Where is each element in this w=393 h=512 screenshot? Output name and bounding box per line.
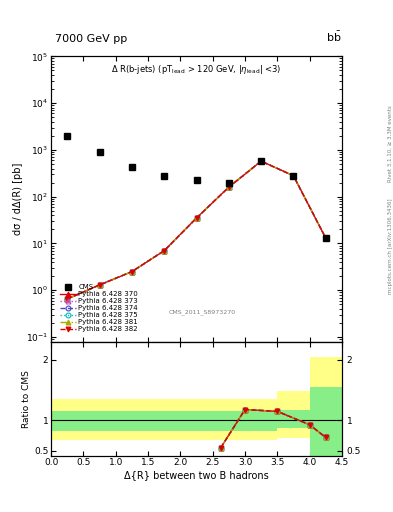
CMS: [226, 180, 231, 186]
Text: mcplots.cern.ch [arXiv:1306.3436]: mcplots.cern.ch [arXiv:1306.3436]: [388, 198, 393, 293]
Pythia 6.428 381: [194, 215, 199, 221]
Pythia 6.428 381: [323, 235, 328, 241]
Pythia 6.428 382: [97, 282, 102, 288]
CMS: [130, 164, 134, 170]
Line: Pythia 6.428 382: Pythia 6.428 382: [65, 159, 328, 302]
Pythia 6.428 375: [130, 269, 134, 275]
Y-axis label: dσ / dΔ(R) [pb]: dσ / dΔ(R) [pb]: [13, 163, 23, 235]
Pythia 6.428 382: [65, 296, 70, 302]
Pythia 6.428 381: [65, 296, 70, 302]
Y-axis label: Ratio to CMS: Ratio to CMS: [22, 370, 31, 428]
Legend: CMS, Pythia 6.428 370, Pythia 6.428 373, Pythia 6.428 374, Pythia 6.428 375, Pyt: CMS, Pythia 6.428 370, Pythia 6.428 373,…: [57, 282, 141, 335]
Text: b$\bar{\rm b}$: b$\bar{\rm b}$: [327, 29, 342, 44]
Pythia 6.428 375: [226, 184, 231, 190]
CMS: [194, 177, 199, 183]
Pythia 6.428 381: [226, 184, 231, 190]
Pythia 6.428 374: [162, 248, 167, 254]
Pythia 6.428 382: [259, 158, 263, 164]
Pythia 6.428 375: [291, 173, 296, 179]
Text: $\Delta$ R(b-jets) (pT$_\mathregular{lead}$ > 120 GeV, $|\eta_\mathregular{lead}: $\Delta$ R(b-jets) (pT$_\mathregular{lea…: [111, 63, 282, 76]
Pythia 6.428 370: [226, 184, 231, 190]
Pythia 6.428 381: [97, 282, 102, 288]
Pythia 6.428 374: [259, 158, 263, 164]
Pythia 6.428 370: [291, 173, 296, 179]
Pythia 6.428 374: [194, 215, 199, 221]
Text: CMS_2011_S8973270: CMS_2011_S8973270: [169, 309, 236, 315]
Text: Rivet 3.1.10, ≥ 3.3M events: Rivet 3.1.10, ≥ 3.3M events: [388, 105, 393, 182]
Line: Pythia 6.428 370: Pythia 6.428 370: [65, 159, 328, 302]
Pythia 6.428 382: [291, 173, 296, 179]
CMS: [259, 158, 263, 164]
CMS: [291, 173, 296, 179]
Pythia 6.428 373: [194, 215, 199, 221]
Line: Pythia 6.428 373: Pythia 6.428 373: [65, 159, 328, 302]
Pythia 6.428 374: [65, 296, 70, 302]
Pythia 6.428 370: [162, 248, 167, 254]
Pythia 6.428 375: [162, 248, 167, 254]
Pythia 6.428 370: [323, 235, 328, 241]
Pythia 6.428 381: [259, 158, 263, 164]
Pythia 6.428 373: [259, 158, 263, 164]
Pythia 6.428 375: [97, 282, 102, 288]
Pythia 6.428 373: [162, 248, 167, 254]
Pythia 6.428 373: [130, 269, 134, 275]
CMS: [323, 235, 328, 241]
Pythia 6.428 375: [323, 235, 328, 241]
Pythia 6.428 381: [291, 173, 296, 179]
Pythia 6.428 373: [65, 296, 70, 302]
Pythia 6.428 374: [291, 173, 296, 179]
CMS: [65, 133, 70, 139]
CMS: [97, 149, 102, 155]
Pythia 6.428 373: [291, 173, 296, 179]
CMS: [162, 174, 167, 180]
Pythia 6.428 375: [65, 296, 70, 302]
Pythia 6.428 375: [194, 215, 199, 221]
Pythia 6.428 370: [65, 296, 70, 302]
Pythia 6.428 370: [97, 282, 102, 288]
X-axis label: Δ{R} between two B hadrons: Δ{R} between two B hadrons: [124, 470, 269, 480]
Line: Pythia 6.428 375: Pythia 6.428 375: [65, 159, 328, 302]
Pythia 6.428 382: [162, 248, 167, 254]
Pythia 6.428 375: [259, 158, 263, 164]
Pythia 6.428 373: [97, 282, 102, 288]
Pythia 6.428 374: [130, 269, 134, 275]
Pythia 6.428 381: [130, 269, 134, 275]
Text: 7000 GeV pp: 7000 GeV pp: [55, 33, 127, 44]
Pythia 6.428 374: [226, 184, 231, 190]
Pythia 6.428 373: [323, 235, 328, 241]
Pythia 6.428 374: [323, 235, 328, 241]
Pythia 6.428 370: [259, 158, 263, 164]
Line: Pythia 6.428 374: Pythia 6.428 374: [65, 159, 328, 302]
Pythia 6.428 382: [194, 215, 199, 221]
Pythia 6.428 381: [162, 248, 167, 254]
Pythia 6.428 382: [226, 184, 231, 190]
Line: Pythia 6.428 381: Pythia 6.428 381: [65, 159, 328, 302]
Pythia 6.428 382: [130, 269, 134, 275]
Line: CMS: CMS: [64, 133, 329, 241]
Pythia 6.428 374: [97, 282, 102, 288]
Pythia 6.428 373: [226, 184, 231, 190]
Pythia 6.428 382: [323, 235, 328, 241]
Pythia 6.428 370: [130, 269, 134, 275]
Pythia 6.428 370: [194, 215, 199, 221]
